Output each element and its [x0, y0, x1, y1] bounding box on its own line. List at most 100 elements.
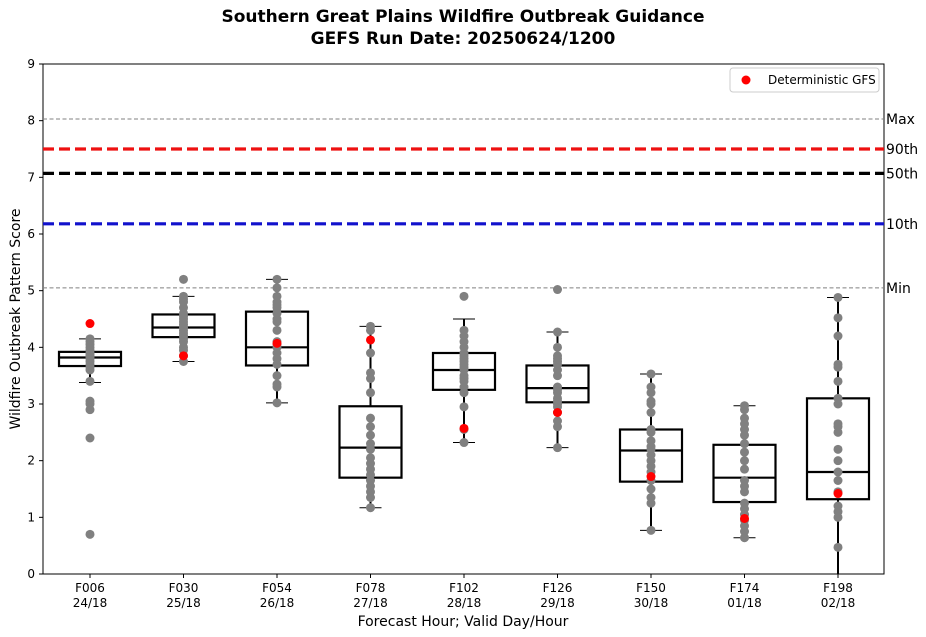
ref-label-min: Min: [886, 281, 911, 297]
member-point: [366, 439, 375, 449]
y-tick-label: 6: [27, 227, 35, 241]
member-point: [833, 501, 843, 511]
member-point: [366, 453, 375, 463]
member-point: [833, 393, 843, 403]
deterministic-point: [179, 351, 188, 361]
member-point: [553, 382, 562, 392]
x-tick-valid: 27/18: [353, 596, 388, 610]
chart-subtitle: GEFS Run Date: 20250624/1200: [311, 29, 616, 49]
member-point: [85, 433, 95, 443]
y-tick-label: 8: [27, 114, 35, 128]
member-point: [366, 430, 375, 440]
legend: Deterministic GFS: [729, 67, 880, 93]
member-point: [553, 327, 562, 337]
member-point: [646, 436, 656, 446]
ref-label-50th: 50th: [886, 166, 918, 182]
member-point: [646, 396, 656, 406]
ref-label-max: Max: [886, 112, 915, 128]
member-point: [833, 456, 843, 466]
y-tick-label: 9: [27, 57, 35, 71]
legend-marker-deterministic: [741, 75, 751, 85]
x-tick-hour: F126: [543, 581, 573, 595]
deterministic-point: [366, 335, 375, 345]
member-point: [646, 369, 656, 379]
chart-title: Southern Great Plains Wildfire Outbreak …: [222, 7, 705, 27]
member-point: [272, 379, 282, 389]
deterministic-point: [459, 423, 469, 433]
y-tick-label: 2: [27, 454, 35, 468]
member-point: [833, 313, 843, 323]
member-point: [740, 401, 749, 411]
member-point: [646, 425, 656, 434]
member-point: [366, 321, 375, 331]
member-point: [272, 325, 282, 335]
x-tick-hour: F198: [823, 581, 853, 595]
member-point: [740, 413, 749, 423]
x-tick-hour: F006: [75, 581, 105, 595]
deterministic-points: [85, 319, 843, 523]
x-tick-valid: 01/18: [727, 596, 762, 610]
member-point: [833, 444, 843, 454]
x-axis-label: Forecast Hour; Valid Day/Hour: [358, 614, 569, 630]
member-point: [272, 291, 282, 301]
member-point: [740, 439, 749, 449]
member-point: [833, 376, 843, 386]
member-point: [272, 283, 282, 293]
x-tick-hour: F150: [636, 581, 666, 595]
member-point: [179, 274, 188, 284]
member-point: [366, 503, 375, 513]
member-point: [833, 359, 843, 369]
member-point: [179, 291, 188, 301]
member-point: [459, 402, 469, 412]
x-tick-hour: F030: [169, 581, 199, 595]
member-point: [272, 371, 282, 381]
reference-lines: Max 90th 50th 10th Min: [43, 112, 918, 297]
member-point: [833, 419, 843, 429]
member-point: [366, 413, 375, 423]
member-point: [833, 467, 843, 477]
deterministic-point: [646, 472, 656, 482]
y-tick-label: 0: [27, 567, 35, 581]
member-point: [459, 291, 469, 301]
deterministic-point: [833, 489, 843, 499]
member-point: [459, 325, 469, 335]
deterministic-point: [740, 513, 749, 523]
member-point: [272, 274, 282, 284]
member-point: [646, 493, 656, 502]
x-tick-hour: F174: [730, 581, 760, 595]
member-point: [85, 334, 95, 344]
deterministic-point: [553, 408, 562, 417]
y-axis: 0 1 2 3 4 5 6 7 8 9: [27, 57, 43, 581]
ref-label-10th: 10th: [886, 217, 918, 233]
ref-label-90th: 90th: [886, 142, 918, 158]
deterministic-point: [85, 319, 95, 329]
member-point: [459, 438, 469, 448]
member-point: [553, 342, 562, 352]
member-point: [740, 447, 749, 457]
y-tick-label: 3: [27, 397, 35, 411]
member-point: [740, 533, 749, 543]
member-point: [833, 542, 843, 552]
y-axis-label: Wildfire Outbreak Pattern Score: [8, 208, 24, 429]
x-tick-valid: 02/18: [821, 596, 856, 610]
x-tick-valid: 30/18: [634, 596, 669, 610]
x-tick-hour: F054: [262, 581, 292, 595]
member-point: [740, 456, 749, 466]
member-point: [553, 416, 562, 426]
y-tick-label: 4: [27, 340, 35, 354]
member-point: [740, 498, 749, 508]
member-point: [833, 331, 843, 341]
member-point: [646, 525, 656, 535]
member-point: [272, 398, 282, 408]
member-point: [366, 422, 375, 432]
member-point: [833, 292, 843, 302]
member-point: [646, 408, 656, 417]
member-point: [646, 382, 656, 392]
x-tick-valid: 29/18: [540, 596, 575, 610]
x-tick-valid: 25/18: [166, 596, 201, 610]
member-point: [740, 476, 749, 485]
x-tick-valid: 28/18: [447, 596, 482, 610]
legend-box: [729, 67, 880, 93]
